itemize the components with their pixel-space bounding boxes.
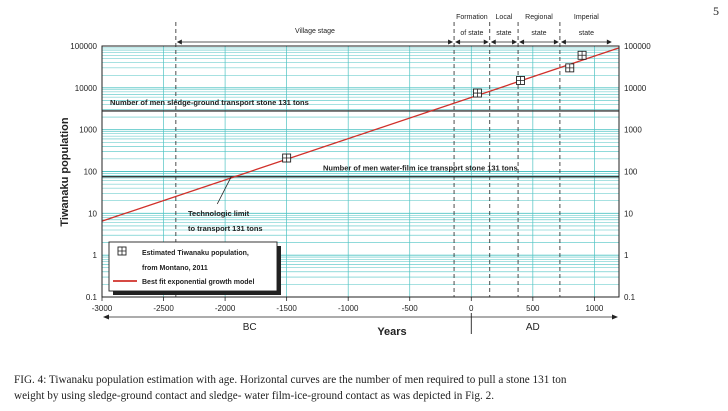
arrow-head-left <box>560 39 566 45</box>
legend-label: Best fit exponential growth model <box>142 279 254 286</box>
x-axis-label: Years <box>377 326 406 338</box>
y-tick-label-right: 10000 <box>624 84 647 93</box>
data-point-cross <box>473 89 482 98</box>
y-tick-label-left: 10 <box>88 209 97 218</box>
y-tick-label-right: 100 <box>624 168 638 177</box>
arrow-head-right <box>512 39 518 45</box>
stage-label: of state <box>460 30 483 37</box>
x-tick-label: -2000 <box>215 304 236 313</box>
data-points <box>282 50 587 163</box>
plot-frame <box>101 45 620 298</box>
y-tick-label-left: 1 <box>93 251 98 260</box>
legend-marker-cross <box>118 247 126 255</box>
x-tick-label: -1500 <box>276 304 297 313</box>
annotation: Technologic limit to transport 131 tons <box>188 176 263 233</box>
annotation-text: Technologic limit <box>188 209 250 218</box>
reference-line-label: Number of men sledge-ground transport st… <box>110 98 309 107</box>
annotation-leader <box>216 176 232 205</box>
legend: Estimated Tiwanaku population, from Monta… <box>108 241 281 295</box>
arrow-head-right <box>606 39 612 45</box>
reference-line-label: Number of men water-film ice transport s… <box>323 164 518 173</box>
stage-label: state <box>579 30 594 37</box>
stage-label: state <box>531 30 546 37</box>
data-point-cross <box>565 63 574 72</box>
y-tick-label-right: 1 <box>624 251 629 260</box>
y-tick-label-left: 0.1 <box>86 293 98 302</box>
arrow-head-right <box>483 39 489 45</box>
stage-label: state <box>496 30 511 37</box>
x-tick-label: -2500 <box>153 304 174 313</box>
x-tick-label: -3000 <box>92 304 113 313</box>
x-tick-label: 1000 <box>585 304 603 313</box>
fit-line-path <box>101 47 620 222</box>
legend-label: Estimated Tiwanaku population, <box>142 250 249 257</box>
x-tick-label: -500 <box>402 304 419 313</box>
y-tick-label-right: 0.1 <box>624 293 636 302</box>
reference-lines: Number of men sledge-ground transport st… <box>102 98 619 178</box>
legend-box <box>108 241 278 292</box>
page-number: 5 <box>713 4 719 18</box>
stage-header: Village stage Formation of state Local state… <box>176 14 612 45</box>
data-point-cross <box>578 51 587 60</box>
stage-label: Village stage <box>295 28 335 35</box>
y-tick-label-left: 10000 <box>75 84 98 93</box>
y-tick-label-left: 1000 <box>79 126 97 135</box>
stage-label: Imperial <box>574 14 599 21</box>
axis-ticks: -3000 -2500 -2000 -1500 -1000 -500 0 500 1000 0.1… <box>70 42 651 313</box>
x-tick-label: 0 <box>469 304 474 313</box>
arrow-head-right <box>612 314 618 320</box>
era-axis: BC AD <box>103 313 618 334</box>
arrow-head-left <box>176 39 182 45</box>
arrow-head-left <box>455 39 461 45</box>
y-tick-label-right: 1000 <box>624 126 642 135</box>
stage-label: Formation <box>456 14 488 21</box>
era-label-ad: AD <box>526 322 540 333</box>
arrow-head-left <box>519 39 525 45</box>
figure-caption: FIG. 4: Tiwanaku population estimation w… <box>14 372 726 404</box>
legend-label: from Montano, 2011 <box>142 265 208 272</box>
y-tick-label-left: 100 <box>84 168 98 177</box>
stage-label: Regional <box>525 14 553 21</box>
population-chart: Village stage Formation of state Local state… <box>59 14 651 338</box>
y-tick-label-right: 10 <box>624 209 633 218</box>
y-tick-label-left: 100000 <box>70 42 97 51</box>
era-label-bc: BC <box>243 322 257 333</box>
arrow-head-right <box>448 39 454 45</box>
annotation-text: to transport 131 tons <box>188 224 263 233</box>
arrow-head-right <box>553 39 559 45</box>
y-axis-label: Tiwanaku population <box>59 117 71 226</box>
arrow-head-left <box>490 39 496 45</box>
x-tick-label: -1000 <box>338 304 359 313</box>
fit-line <box>101 47 620 222</box>
arrow-head-left <box>103 314 109 320</box>
x-tick-label: 500 <box>526 304 540 313</box>
stage-label: Local <box>496 14 513 21</box>
data-point-cross <box>516 76 525 85</box>
y-tick-label-right: 100000 <box>624 42 651 51</box>
data-point-cross <box>282 154 291 163</box>
caption-line-2: weight by using sledge-ground contact an… <box>14 390 494 402</box>
caption-line-1: FIG. 4: Tiwanaku population estimation w… <box>14 374 567 386</box>
